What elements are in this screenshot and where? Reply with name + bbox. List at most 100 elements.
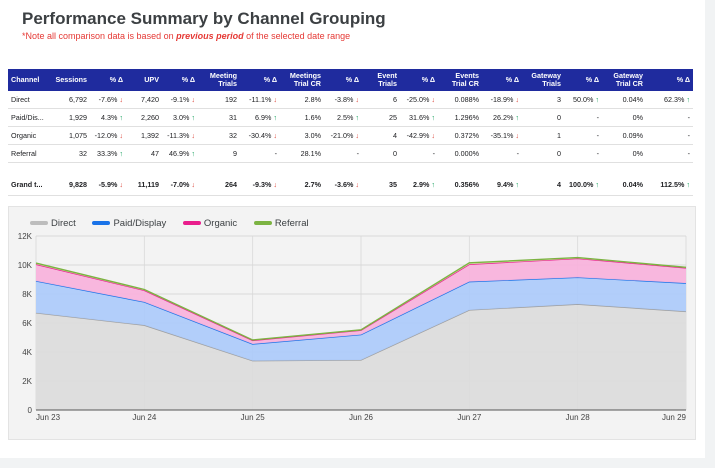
table-cell: -42.9% ↓: [400, 126, 438, 145]
cell-value: 1,392: [141, 131, 159, 140]
cell-value: 9.4%: [497, 179, 514, 189]
table-cell: 2.7%: [280, 173, 324, 196]
cell-value: 0.04%: [622, 179, 643, 189]
header-col[interactable]: Meetings Trial CR: [280, 69, 324, 91]
table-cell: 264: [198, 173, 240, 196]
y-tick-label: 0: [28, 406, 33, 415]
header-col[interactable]: % Δ: [564, 69, 602, 91]
arrow-down-icon: ↓: [353, 131, 359, 140]
table-cell: -: [646, 108, 693, 127]
chart-legend: Direct Paid/Display Organic Referral: [30, 218, 323, 229]
arrow-down-icon: ↓: [353, 95, 359, 104]
table-cell: 31.6% ↑: [400, 108, 438, 127]
report-card: Performance Summary by Channel Grouping …: [0, 0, 705, 458]
header-col[interactable]: % Δ: [240, 69, 280, 91]
header-col[interactable]: UPV: [126, 69, 162, 91]
table-cell: -21.0% ↓: [324, 126, 362, 145]
table-cell: -12.0% ↓: [90, 126, 126, 145]
report-title: Performance Summary by Channel Grouping: [22, 9, 386, 28]
cell-value: 2,260: [141, 113, 159, 122]
table-cell: 0.09%: [602, 126, 646, 145]
arrow-down-icon: ↓: [189, 131, 195, 140]
table-cell: 62.3% ↑: [646, 91, 693, 109]
table-cell: -9.1% ↓: [162, 91, 198, 109]
cell-value: -: [596, 113, 599, 122]
table-cell: -25.0% ↓: [400, 91, 438, 109]
table-cell: -7.0% ↓: [162, 173, 198, 196]
cell-value: 9,828: [69, 179, 87, 189]
header-col[interactable]: Gateway Trial CR: [602, 69, 646, 91]
cell-value: 31.6%: [409, 113, 430, 122]
table-row: Paid/Dis... 1,929 4.3% ↑ 2,260 3.0% ↑ 31 6.9% …: [8, 108, 693, 127]
chart-svg: 0 2K 4K 6K 8K 10K 12K Jun 23 Jun 24 Jun 25 Jun 26 J…: [18, 232, 687, 422]
cell-value: 35: [389, 179, 397, 189]
table-cell: -3.8% ↓: [324, 91, 362, 109]
cell-value: 0.000%: [454, 149, 479, 158]
cell-value: 26.2%: [493, 113, 514, 122]
table-cell: 0: [522, 144, 564, 163]
cell-value: 112.5%: [660, 179, 685, 189]
table-header-row: Channel Sessions% Δ UPV% Δ Meeting Trials% …: [8, 69, 693, 91]
table-cell: 0%: [602, 144, 646, 163]
x-tick-label: Jun 27: [457, 413, 482, 422]
cell-value: -3.8%: [334, 95, 354, 104]
table-cell: 0: [522, 108, 564, 127]
cell-value: 7,420: [141, 95, 159, 104]
cell-value: 0: [557, 113, 561, 122]
header-col[interactable]: Gateway Trials: [522, 69, 564, 91]
y-tick-label: 4K: [22, 348, 32, 357]
legend-item-direct[interactable]: Direct: [30, 218, 76, 229]
table-cell: 100.0% ↑: [564, 173, 602, 196]
table-cell: 2,260: [126, 108, 162, 127]
cell-value: -12.0%: [94, 131, 118, 140]
header-col[interactable]: % Δ: [400, 69, 438, 91]
header-col[interactable]: % Δ: [324, 69, 362, 91]
table-cell: 2.5% ↑: [324, 108, 362, 127]
cell-value: 4.3%: [101, 113, 118, 122]
header-col[interactable]: Event Trials: [362, 69, 400, 91]
header-channel[interactable]: Channel: [8, 69, 52, 91]
cell-value: -35.1%: [490, 131, 514, 140]
legend-item-referral[interactable]: Referral: [253, 218, 309, 229]
header-col[interactable]: % Δ: [482, 69, 522, 91]
cell-value: 1,929: [69, 113, 87, 122]
arrow-up-icon: ↑: [684, 95, 690, 104]
legend-item-paid-display[interactable]: Paid/Display: [92, 218, 166, 229]
table-cell: -: [400, 144, 438, 163]
header-col[interactable]: Events Trial CR: [438, 69, 482, 91]
arrow-down-icon: ↓: [117, 95, 123, 104]
cell-value: 4: [393, 131, 397, 140]
arrow-up-icon: ↑: [117, 149, 123, 158]
header-col[interactable]: % Δ: [162, 69, 198, 91]
table-cell: 3.0% ↑: [162, 108, 198, 127]
cell-value: Grand t...: [11, 179, 43, 189]
cell-value: 192: [225, 95, 237, 104]
cell-value: Referral: [11, 149, 37, 158]
cell-value: 11,119: [137, 179, 159, 189]
cell-value: -: [687, 131, 690, 140]
cell-value: 0: [557, 149, 561, 158]
table-cell: 1.296%: [438, 108, 482, 127]
table-cell: 1,075: [52, 126, 90, 145]
cell-value: 6: [393, 95, 397, 104]
table-cell: -: [646, 126, 693, 145]
cell-value: -: [596, 149, 599, 158]
legend-item-organic[interactable]: Organic: [182, 218, 237, 229]
table-cell: 33.3% ↑: [90, 144, 126, 163]
cell-value: -30.4%: [248, 131, 272, 140]
table-cell: 26.2% ↑: [482, 108, 522, 127]
x-tick-label: Jun 26: [349, 413, 374, 422]
cell-value: 1.296%: [454, 113, 479, 122]
arrow-down-icon: ↓: [513, 131, 519, 140]
header-col[interactable]: % Δ: [646, 69, 693, 91]
header-col[interactable]: Sessions: [52, 69, 90, 91]
area-paid-display: [36, 277, 686, 361]
arrow-up-icon: ↑: [117, 113, 123, 122]
table-cell: 2.8%: [280, 91, 324, 109]
table-cell: 25: [362, 108, 400, 127]
table-cell: -: [240, 144, 280, 163]
header-col[interactable]: Meeting Trials: [198, 69, 240, 91]
header-col[interactable]: % Δ: [90, 69, 126, 91]
table-cell: 2.9% ↑: [400, 173, 438, 196]
cell-value: 0.088%: [454, 95, 479, 104]
